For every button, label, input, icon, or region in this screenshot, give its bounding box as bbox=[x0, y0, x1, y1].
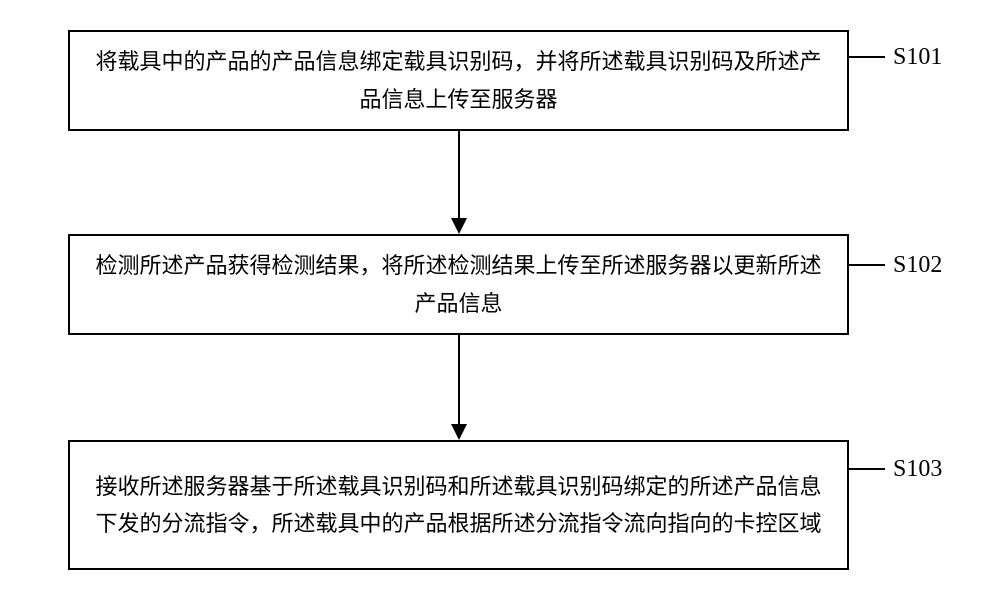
label-line-2 bbox=[849, 467, 887, 471]
flow-label-s102: S102 bbox=[893, 252, 942, 279]
label-line-1 bbox=[849, 263, 887, 267]
flow-node-s101: 将载具中的产品的产品信息绑定载具识别码，并将所述载具识别码及所述产品信息上传至服… bbox=[68, 30, 849, 131]
arrow-s102-s103 bbox=[439, 335, 479, 440]
label-line-0 bbox=[849, 55, 887, 59]
arrow-s101-s102 bbox=[439, 131, 479, 234]
flow-node-s103: 接收所述服务器基于所述载具识别码和所述载具识别码绑定的所述产品信息下发的分流指令… bbox=[68, 440, 849, 570]
flowchart-canvas: 将载具中的产品的产品信息绑定载具识别码，并将所述载具识别码及所述产品信息上传至服… bbox=[0, 0, 1000, 605]
flow-label-s101: S101 bbox=[893, 44, 942, 71]
flow-node-s102: 检测所述产品获得检测结果，将所述检测结果上传至所述服务器以更新所述产品信息 bbox=[68, 234, 849, 335]
flow-label-s103: S103 bbox=[893, 456, 942, 483]
